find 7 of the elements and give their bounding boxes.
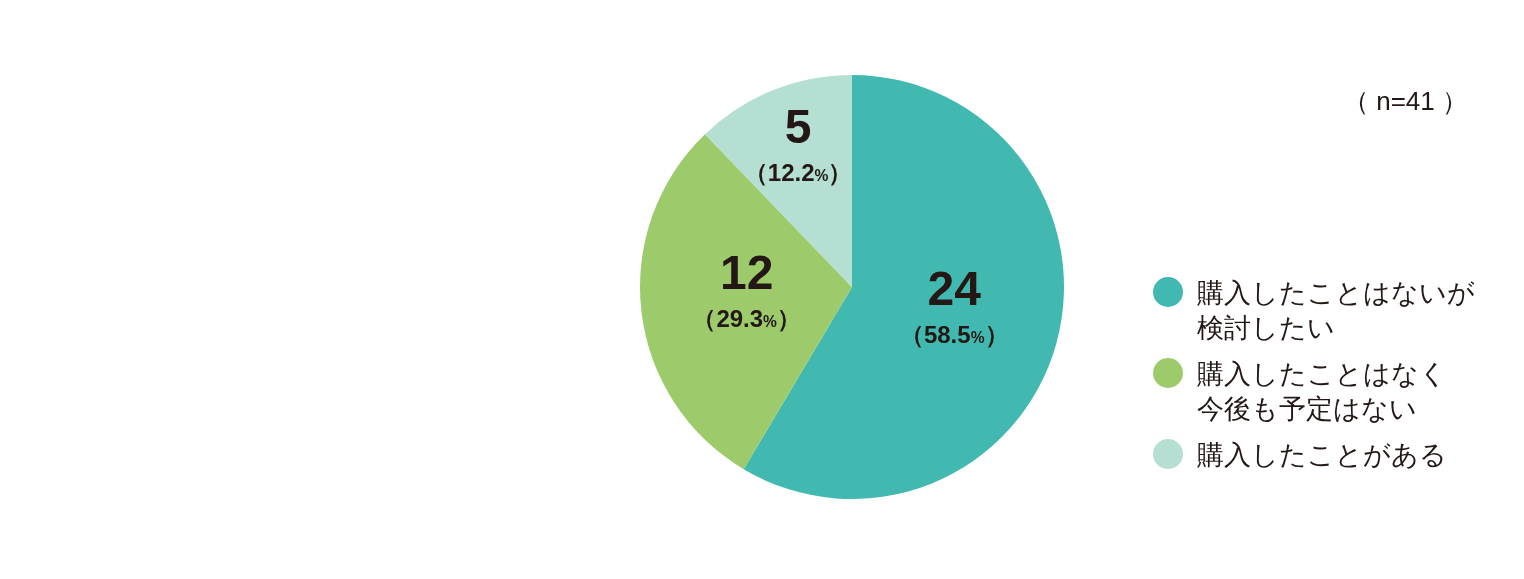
data-label: 5 （12.2%） — [743, 100, 853, 187]
legend-label: 購入したことはなく今後も予定はない — [1197, 359, 1447, 424]
text: （ n=41 ） — [1342, 86, 1468, 116]
data-label: 12 （29.3%） — [692, 246, 801, 333]
legend-label: 購入したことはないが検討したい — [1197, 278, 1475, 343]
legend-label: 購入したことがある — [1197, 440, 1447, 470]
data-label: 24 （58.5%） — [899, 262, 1009, 349]
